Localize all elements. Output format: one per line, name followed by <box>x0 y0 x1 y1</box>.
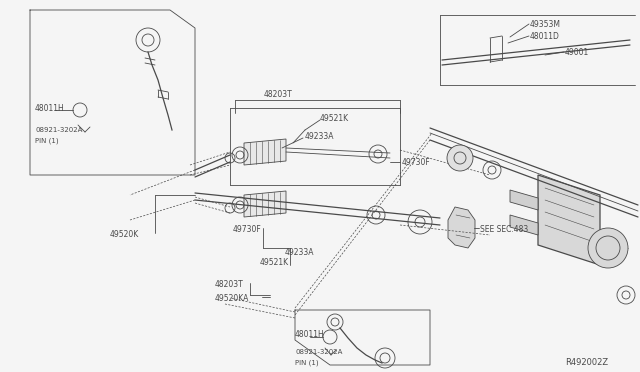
Polygon shape <box>538 175 600 265</box>
Text: SEE SEC.483: SEE SEC.483 <box>480 225 528 234</box>
Circle shape <box>588 228 628 268</box>
Text: 08921-3202A: 08921-3202A <box>35 127 83 133</box>
Text: PIN (1): PIN (1) <box>35 138 59 144</box>
Text: 49730F: 49730F <box>402 158 431 167</box>
Text: 48203T: 48203T <box>264 90 292 99</box>
Polygon shape <box>448 207 475 248</box>
Text: 08921-3202A: 08921-3202A <box>295 349 342 355</box>
Text: PIN (1): PIN (1) <box>295 360 319 366</box>
Polygon shape <box>510 190 538 210</box>
Circle shape <box>447 145 473 171</box>
Text: 49520KA: 49520KA <box>215 294 250 303</box>
Text: 48203T: 48203T <box>215 280 244 289</box>
Text: 49233A: 49233A <box>305 132 335 141</box>
Text: 48011H: 48011H <box>35 104 65 113</box>
Text: 48011D: 48011D <box>530 32 560 41</box>
Text: 49233A: 49233A <box>285 248 314 257</box>
Text: 49521K: 49521K <box>320 114 349 123</box>
Text: 49520K: 49520K <box>110 230 140 239</box>
Text: 49730F: 49730F <box>233 225 262 234</box>
Text: 49001: 49001 <box>565 48 589 57</box>
Polygon shape <box>244 191 286 217</box>
Text: 49521K: 49521K <box>260 258 289 267</box>
Text: R492002Z: R492002Z <box>565 358 608 367</box>
Text: 48011H: 48011H <box>295 330 324 339</box>
Text: 49353M: 49353M <box>530 20 561 29</box>
Polygon shape <box>510 215 538 235</box>
Polygon shape <box>244 139 286 165</box>
